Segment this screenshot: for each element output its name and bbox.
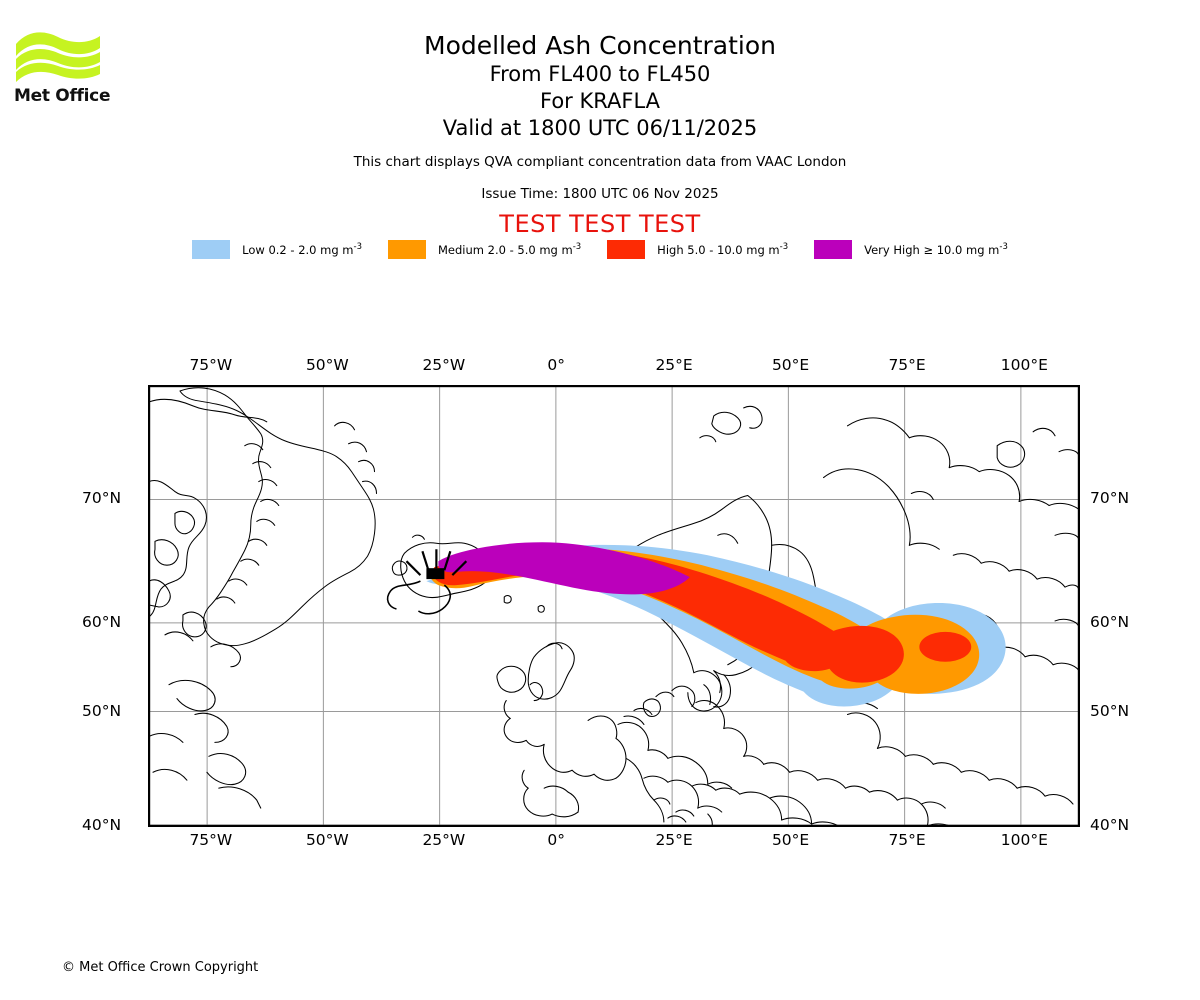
logo-wordmark: Met Office bbox=[14, 86, 111, 106]
lat-tick-right-50°N: 50°N bbox=[1090, 702, 1130, 720]
legend-label: Medium 2.0 - 5.0 mg m-3 bbox=[437, 242, 582, 257]
legend-item-medium: Medium 2.0 - 5.0 mg m-3 bbox=[387, 240, 582, 259]
lon-tick-bottom-75°W: 75°W bbox=[189, 831, 233, 849]
ash-concentration-map bbox=[148, 385, 1080, 827]
qva-note: This chart displays QVA compliant concen… bbox=[353, 154, 847, 170]
lon-tick-bottom-0°: 0° bbox=[547, 831, 565, 849]
lon-tick-top-100°E: 100°E bbox=[1000, 356, 1048, 374]
lon-tick-top-50°E: 50°E bbox=[771, 356, 810, 374]
lat-tick-right-60°N: 60°N bbox=[1090, 613, 1130, 631]
test-banner: TEST TEST TEST bbox=[499, 210, 701, 238]
map-canvas bbox=[149, 386, 1079, 826]
page-title: Modelled Ash Concentration bbox=[424, 31, 776, 60]
legend-label: Very High ≥ 10.0 mg m-3 bbox=[864, 242, 1008, 257]
lon-tick-top-75°W: 75°W bbox=[189, 356, 233, 374]
flight-level-line: From FL400 to FL450 bbox=[489, 62, 711, 86]
issue-time: Issue Time: 1800 UTC 06 Nov 2025 bbox=[481, 186, 719, 202]
legend-swatch bbox=[387, 240, 426, 259]
plume-level-very-high bbox=[438, 542, 690, 595]
lon-tick-bottom-25°E: 25°E bbox=[655, 831, 693, 849]
lon-tick-top-25°W: 25°W bbox=[422, 356, 466, 374]
concentration-legend: Low 0.2 - 2.0 mg m-3 Medium 2.0 - 5.0 mg … bbox=[0, 240, 1200, 259]
lon-tick-bottom-50°W: 50°W bbox=[305, 831, 349, 849]
lon-tick-top-0°: 0° bbox=[547, 356, 565, 374]
lon-tick-bottom-75°E: 75°E bbox=[888, 831, 926, 849]
lon-tick-top-50°W: 50°W bbox=[305, 356, 349, 374]
lon-tick-top-75°E: 75°E bbox=[888, 356, 926, 374]
legend-swatch bbox=[192, 240, 231, 259]
lat-tick-left-60°N: 60°N bbox=[82, 613, 122, 631]
lat-tick-left-40°N: 40°N bbox=[82, 816, 122, 834]
plume-level-high bbox=[432, 548, 904, 683]
lon-tick-bottom-50°E: 50°E bbox=[771, 831, 810, 849]
met-office-waves-icon bbox=[16, 32, 100, 82]
valid-time-line: Valid at 1800 UTC 06/11/2025 bbox=[442, 116, 758, 140]
met-office-logo: Met Office bbox=[14, 26, 114, 111]
legend-swatch bbox=[607, 240, 646, 259]
lat-tick-right-70°N: 70°N bbox=[1090, 489, 1130, 507]
lon-tick-bottom-25°W: 25°W bbox=[422, 831, 466, 849]
copyright-footer: © Met Office Crown Copyright bbox=[62, 960, 259, 975]
legend-swatch bbox=[814, 240, 853, 259]
legend-item-very-high: Very High ≥ 10.0 mg m-3 bbox=[814, 240, 1008, 259]
lon-tick-bottom-100°E: 100°E bbox=[1000, 831, 1048, 849]
volcano-name-line: For KRAFLA bbox=[540, 89, 660, 113]
lon-tick-top-25°E: 25°E bbox=[655, 356, 693, 374]
legend-label: High 5.0 - 10.0 mg m-3 bbox=[657, 242, 789, 257]
legend-label: Low 0.2 - 2.0 mg m-3 bbox=[242, 242, 362, 257]
legend-item-low: Low 0.2 - 2.0 mg m-3 bbox=[192, 240, 362, 259]
lat-tick-left-50°N: 50°N bbox=[82, 702, 122, 720]
ash-plume bbox=[426, 542, 1006, 707]
title-block: Modelled Ash Concentration From FL400 to… bbox=[0, 0, 1200, 238]
plume-secondary-high-cell bbox=[919, 631, 972, 662]
lat-tick-left-70°N: 70°N bbox=[82, 489, 122, 507]
legend-item-high: High 5.0 - 10.0 mg m-3 bbox=[607, 240, 788, 259]
volcano-marker-krafla bbox=[386, 549, 468, 615]
lat-tick-right-40°N: 40°N bbox=[1090, 816, 1130, 834]
